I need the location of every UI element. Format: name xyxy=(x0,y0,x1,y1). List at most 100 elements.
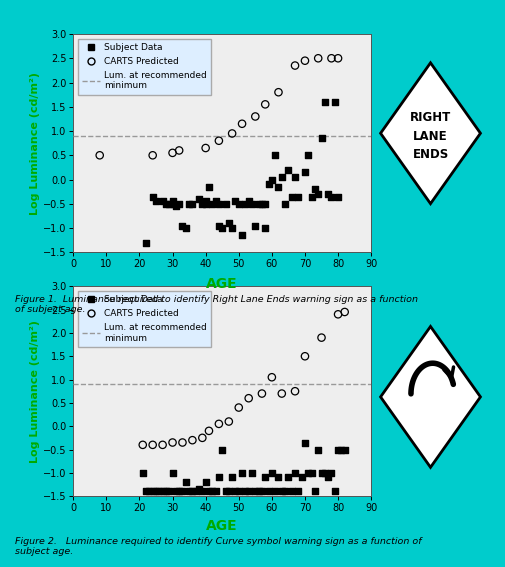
Point xyxy=(231,197,239,206)
Point xyxy=(159,441,167,450)
Point xyxy=(324,473,332,482)
Point xyxy=(222,199,230,208)
Point xyxy=(281,487,289,496)
Point xyxy=(182,223,190,232)
Point xyxy=(251,221,260,230)
Point xyxy=(175,487,183,496)
Point xyxy=(268,468,276,477)
Point xyxy=(218,445,226,454)
Point xyxy=(311,487,319,496)
Point xyxy=(175,199,183,208)
Text: AGE: AGE xyxy=(207,519,238,532)
Point xyxy=(244,197,252,206)
Point xyxy=(238,119,246,128)
Point xyxy=(142,487,150,496)
Point xyxy=(172,202,180,211)
Point xyxy=(334,192,342,201)
Point xyxy=(169,199,177,208)
Text: LANE: LANE xyxy=(413,130,448,143)
Point xyxy=(205,426,213,435)
Point xyxy=(341,307,349,316)
Point xyxy=(212,487,220,496)
Point xyxy=(205,487,213,496)
Point xyxy=(218,223,226,232)
Point xyxy=(261,223,269,232)
Point xyxy=(258,389,266,398)
Point xyxy=(284,166,292,175)
Point xyxy=(195,485,203,494)
Point xyxy=(265,487,273,496)
Point xyxy=(208,487,216,496)
Point xyxy=(165,487,173,496)
Point xyxy=(327,468,335,477)
Point xyxy=(314,445,322,454)
Point xyxy=(95,151,104,160)
Point xyxy=(169,438,177,447)
Point xyxy=(278,172,286,181)
Point xyxy=(278,487,286,496)
Point xyxy=(261,473,269,482)
Point xyxy=(208,199,216,208)
Point xyxy=(201,477,210,486)
Point xyxy=(228,223,236,232)
Point xyxy=(159,487,167,496)
Polygon shape xyxy=(381,327,480,467)
Point xyxy=(341,445,349,454)
Point xyxy=(311,185,319,194)
Point xyxy=(334,310,342,319)
Polygon shape xyxy=(381,63,480,204)
Point xyxy=(284,473,292,482)
Point xyxy=(274,473,282,482)
Point xyxy=(314,54,322,63)
Point xyxy=(301,438,309,447)
Point xyxy=(251,487,260,496)
Point xyxy=(331,487,339,496)
Point xyxy=(201,143,210,153)
Point xyxy=(195,194,203,204)
Point xyxy=(178,221,186,230)
Point xyxy=(258,199,266,208)
Point xyxy=(148,192,157,201)
Point xyxy=(271,487,279,496)
Point xyxy=(188,435,196,445)
Point xyxy=(301,56,309,65)
Point xyxy=(291,61,299,70)
Point xyxy=(198,433,207,442)
Point xyxy=(321,468,329,477)
Point xyxy=(265,180,273,189)
Point xyxy=(304,468,312,477)
Point xyxy=(294,192,302,201)
Point xyxy=(331,98,339,107)
Point xyxy=(324,189,332,198)
Point xyxy=(278,389,286,398)
Point xyxy=(148,441,157,450)
Point xyxy=(244,393,252,403)
Point xyxy=(334,445,342,454)
Point xyxy=(225,487,233,496)
Point xyxy=(241,487,249,496)
Point xyxy=(152,197,160,206)
Point xyxy=(215,420,223,429)
Point xyxy=(198,487,207,496)
Point xyxy=(318,333,326,342)
Point xyxy=(215,199,223,208)
Point xyxy=(175,146,183,155)
Point xyxy=(215,473,223,482)
Point xyxy=(205,183,213,192)
Point xyxy=(178,438,186,447)
Point xyxy=(238,468,246,477)
Point xyxy=(145,487,154,496)
Legend: Subject Data, CARTS Predicted, Lum. at recommended
minimum: Subject Data, CARTS Predicted, Lum. at r… xyxy=(78,39,211,95)
Point xyxy=(291,172,299,181)
Point xyxy=(192,487,200,496)
Point xyxy=(321,98,329,107)
Point xyxy=(248,468,256,477)
Point xyxy=(271,151,279,160)
Point xyxy=(162,199,170,208)
Point xyxy=(185,199,193,208)
Point xyxy=(139,468,147,477)
Point xyxy=(268,373,276,382)
Point xyxy=(238,231,246,240)
Point xyxy=(155,487,163,496)
Point xyxy=(162,487,170,496)
